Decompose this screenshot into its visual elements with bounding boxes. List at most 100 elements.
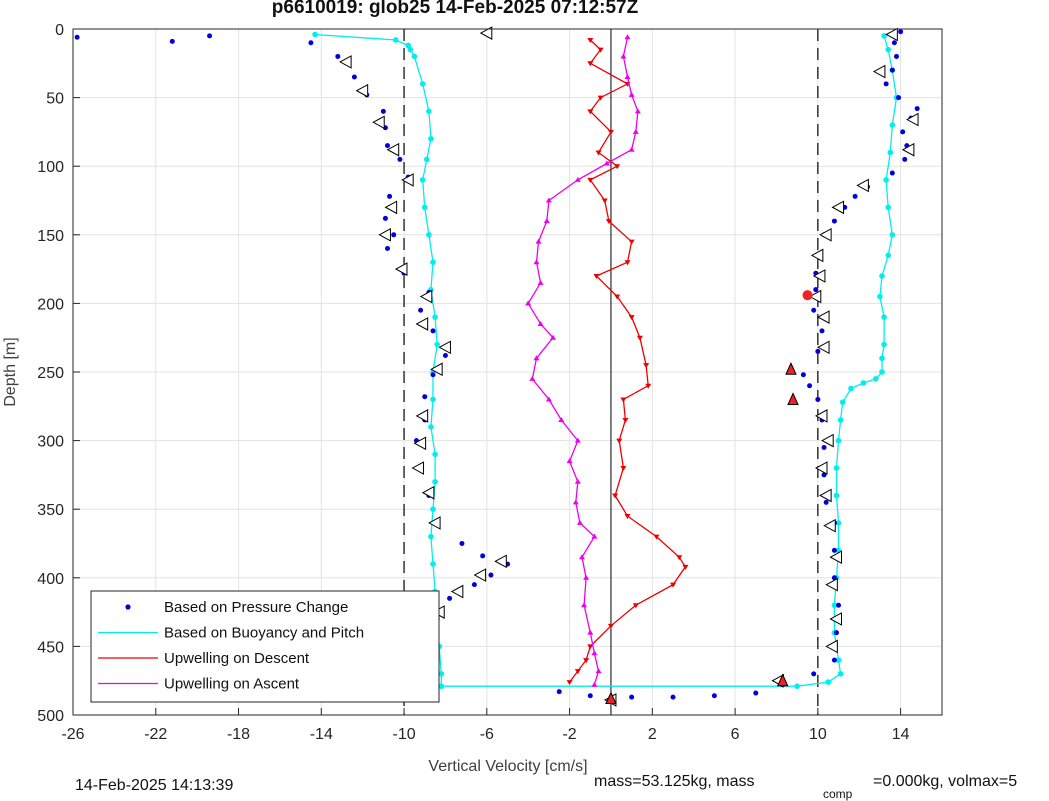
pressure-point-ascent — [902, 156, 908, 162]
y-tick-label: 250 — [37, 365, 64, 382]
upwelling-descent-point — [614, 164, 621, 170]
pressure-point-descent — [74, 34, 80, 40]
buoyancy-point — [430, 396, 436, 403]
buoyancy-point — [438, 683, 445, 689]
legend-label: Upwelling on Descent — [164, 650, 310, 667]
pressure-point-descent — [447, 595, 453, 601]
pressure-point-ascent — [836, 602, 842, 608]
pressure-point-descent — [169, 38, 175, 44]
buoyancy-point — [887, 149, 894, 156]
upwelling-descent-point — [682, 564, 689, 570]
legend-label: Based on Buoyancy and Pitch — [164, 625, 364, 642]
upwelling-ascent-point — [595, 668, 602, 674]
pressure-point-ascent — [891, 40, 897, 46]
buoyancy-point — [428, 533, 434, 540]
pressure-point-ascent — [807, 383, 813, 389]
pressure-point-descent — [382, 215, 388, 221]
buoyancy-point — [430, 506, 436, 512]
pressure-point-ascent — [711, 693, 717, 699]
buoyancy-point — [839, 399, 846, 405]
upwelling-ascent-point — [628, 146, 635, 152]
flag-triangle-marker — [825, 577, 838, 592]
flag-triangle-marker — [386, 142, 400, 157]
upwelling-descent-point — [628, 315, 635, 321]
pressure-point-ascent — [670, 694, 676, 700]
chart-title: p6610019: glob25 14-Feb-2025 07:12:57Z — [272, 0, 639, 18]
pressure-point-ascent — [900, 129, 906, 135]
upwelling-ascent-point — [545, 197, 552, 203]
flag-triangle-marker — [473, 568, 487, 582]
footer-mass-subscript: comp — [823, 787, 853, 801]
pressure-point-ascent — [896, 95, 902, 101]
flag-triangle-marker — [817, 310, 830, 324]
flag-triangle-marker — [415, 409, 429, 423]
buoyancy-point — [879, 273, 885, 279]
flag-triangle-marker — [401, 173, 414, 187]
upwelling-ascent-point — [628, 91, 635, 97]
x-tick-label: 10 — [809, 726, 827, 743]
pressure-point-descent — [351, 74, 357, 80]
upwelling-descent-point — [587, 644, 594, 650]
red-circle-marker — [802, 290, 813, 301]
upwelling-ascent-point — [581, 602, 588, 608]
upwelling-descent-point — [595, 150, 602, 156]
upwelling-ascent-point — [591, 681, 598, 687]
flag-triangle-marker — [494, 554, 507, 569]
flag-triangle-marker — [829, 612, 842, 626]
legend: Based on Pressure Change Based on Buoyanc… — [90, 590, 440, 703]
pressure-point-descent — [397, 156, 403, 162]
buoyancy-point — [883, 177, 889, 183]
upwelling-ascent-point — [545, 396, 552, 402]
buoyancy-point — [428, 135, 434, 142]
upwelling-ascent-point — [632, 128, 639, 134]
upwelling-ascent-point — [591, 533, 598, 539]
x-tick-label: -18 — [227, 726, 250, 743]
upwelling-descent-point — [670, 582, 677, 588]
upwelling-ascent-point — [624, 74, 631, 80]
upwelling-descent-point — [676, 555, 683, 561]
red-triangle-marker — [776, 673, 789, 687]
upwelling-descent-point — [574, 669, 581, 675]
pressure-point-ascent — [889, 67, 895, 73]
pressure-point-descent — [418, 307, 424, 313]
flag-triangle-marker — [430, 362, 443, 377]
pressure-point-ascent — [883, 81, 889, 87]
buoyancy-point — [424, 156, 430, 163]
x-tick-label: -6 — [480, 726, 494, 743]
upwelling-descent-point — [645, 383, 652, 389]
flag-triangle-marker — [823, 518, 836, 533]
upwelling-ascent-point — [550, 334, 557, 340]
pressure-point-ascent — [800, 372, 806, 378]
flag-triangle-marker — [885, 27, 898, 42]
upwelling-ascent-point — [537, 320, 544, 326]
flag-triangle-marker — [339, 55, 352, 69]
pressure-point-descent — [387, 193, 393, 199]
upwelling-ascent-point — [543, 218, 550, 224]
x-tick-label: -26 — [61, 726, 84, 743]
buoyancy-point — [312, 31, 318, 38]
buoyancy-point — [430, 259, 436, 266]
legend-swatch-dot — [125, 604, 131, 610]
y-axis-label: Depth [m] — [2, 337, 19, 406]
pressure-point-ascent — [823, 499, 829, 505]
upwelling-descent-point — [597, 95, 604, 101]
pressure-point-ascent — [889, 170, 895, 176]
pressure-point-descent — [207, 33, 213, 39]
flag-triangle-marker — [419, 289, 433, 304]
flag-triangle-marker — [384, 200, 398, 215]
upwelling-ascent-point — [603, 160, 610, 166]
upwelling-descent-point — [587, 109, 594, 115]
flag-triangle-marker — [825, 639, 838, 654]
upwelling-descent-point — [624, 514, 631, 520]
flag-triangle-marker — [428, 516, 441, 530]
flag-triangle-marker — [479, 26, 493, 40]
upwelling-ascent-point — [525, 300, 532, 306]
buoyancy-point — [426, 108, 432, 115]
upwelling-descent-point — [612, 493, 619, 499]
x-tick-label: -2 — [562, 726, 576, 743]
flag-triangle-marker — [831, 200, 845, 215]
buoyancy-point — [889, 122, 896, 128]
pressure-point-descent — [480, 553, 486, 559]
upwelling-descent-point — [566, 680, 573, 686]
upwelling-descent-point — [620, 466, 627, 472]
